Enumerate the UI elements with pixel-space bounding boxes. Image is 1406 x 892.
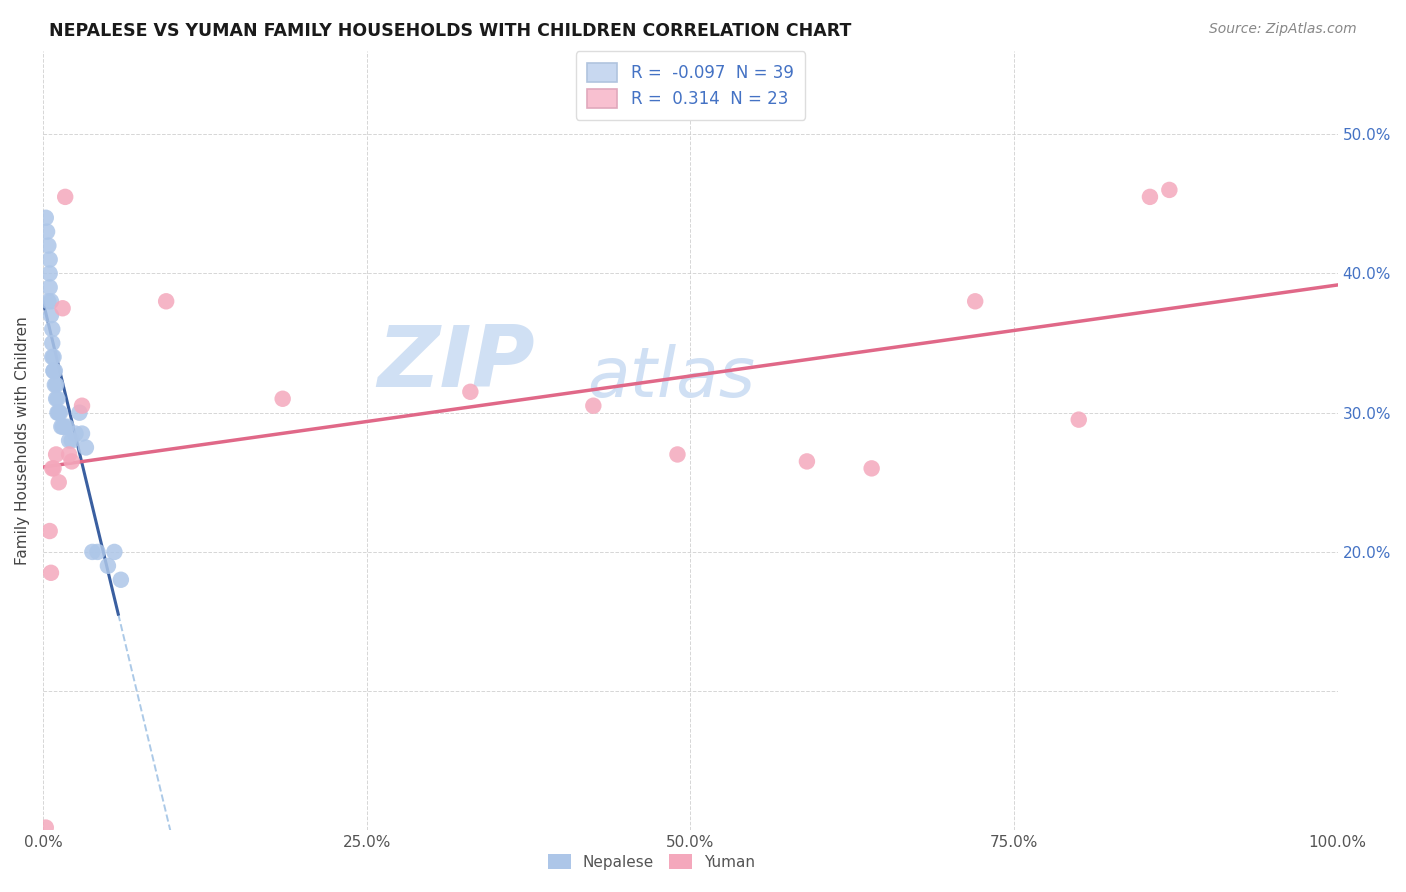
Point — [45, 377, 67, 392]
Point — [37, 294, 59, 309]
Point — [35, 225, 58, 239]
Point — [38, 252, 60, 267]
Point — [582, 399, 605, 413]
Point — [60, 454, 83, 468]
Y-axis label: Family Households with Children: Family Households with Children — [15, 316, 30, 565]
Point — [67, 406, 90, 420]
Point — [38, 524, 60, 538]
Point — [41, 350, 63, 364]
Point — [796, 454, 818, 468]
Point — [82, 545, 104, 559]
Point — [44, 377, 66, 392]
Point — [1139, 190, 1161, 204]
Point — [42, 350, 65, 364]
Point — [1067, 412, 1090, 426]
Point — [155, 294, 177, 309]
Point — [70, 399, 93, 413]
Point — [48, 406, 70, 420]
Point — [53, 190, 76, 204]
Point — [103, 545, 125, 559]
Point — [39, 308, 62, 322]
Point — [52, 419, 75, 434]
Point — [860, 461, 883, 475]
Point — [460, 384, 482, 399]
Point — [38, 267, 60, 281]
Point — [39, 566, 62, 580]
Point — [46, 406, 69, 420]
Point — [58, 434, 80, 448]
Point — [48, 475, 70, 490]
Text: ZIP: ZIP — [377, 322, 536, 406]
Point — [60, 434, 83, 448]
Point — [49, 406, 72, 420]
Point — [52, 419, 75, 434]
Point — [38, 280, 60, 294]
Point — [37, 238, 59, 252]
Point — [70, 426, 93, 441]
Point — [35, 821, 58, 835]
Point — [965, 294, 987, 309]
Point — [97, 558, 120, 573]
Point — [110, 573, 132, 587]
Text: Source: ZipAtlas.com: Source: ZipAtlas.com — [1209, 22, 1357, 37]
Text: atlas: atlas — [586, 344, 755, 411]
Point — [45, 392, 67, 406]
Legend: R =  -0.097  N = 39, R =  0.314  N = 23: R = -0.097 N = 39, R = 0.314 N = 23 — [575, 51, 806, 120]
Point — [65, 426, 87, 441]
Point — [51, 419, 73, 434]
Point — [86, 545, 108, 559]
Point — [58, 447, 80, 461]
Point — [42, 364, 65, 378]
Point — [42, 461, 65, 475]
Text: NEPALESE VS YUMAN FAMILY HOUSEHOLDS WITH CHILDREN CORRELATION CHART: NEPALESE VS YUMAN FAMILY HOUSEHOLDS WITH… — [49, 22, 852, 40]
Point — [55, 419, 77, 434]
Point — [52, 301, 75, 316]
Point — [41, 336, 63, 351]
Point — [46, 392, 69, 406]
Point — [271, 392, 294, 406]
Point — [39, 294, 62, 309]
Point — [48, 406, 70, 420]
Point — [44, 364, 66, 378]
Point — [75, 441, 97, 455]
Point — [41, 461, 63, 475]
Point — [42, 364, 65, 378]
Point — [45, 447, 67, 461]
Point — [35, 211, 58, 225]
Point — [1159, 183, 1181, 197]
Point — [41, 322, 63, 336]
Point — [666, 447, 689, 461]
